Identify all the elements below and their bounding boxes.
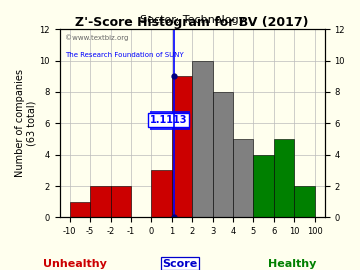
Bar bbox=[233, 139, 253, 217]
Text: The Research Foundation of SUNY: The Research Foundation of SUNY bbox=[65, 52, 184, 58]
Bar bbox=[294, 186, 315, 217]
Bar bbox=[152, 170, 172, 217]
Bar bbox=[213, 92, 233, 217]
Y-axis label: Number of companies
(63 total): Number of companies (63 total) bbox=[15, 69, 37, 177]
Bar bbox=[192, 60, 213, 217]
Text: ©www.textbiz.org: ©www.textbiz.org bbox=[65, 35, 128, 42]
Bar bbox=[253, 155, 274, 217]
Title: Z'-Score Histogram for BV (2017): Z'-Score Histogram for BV (2017) bbox=[76, 16, 309, 29]
Bar bbox=[70, 202, 90, 217]
Bar bbox=[172, 76, 192, 217]
Text: Healthy: Healthy bbox=[269, 259, 317, 269]
Text: Score: Score bbox=[162, 259, 198, 269]
Bar bbox=[111, 186, 131, 217]
Bar bbox=[90, 186, 111, 217]
Text: Unhealthy: Unhealthy bbox=[43, 259, 107, 269]
Bar bbox=[274, 139, 294, 217]
Text: Sector: Technology: Sector: Technology bbox=[140, 15, 245, 25]
Text: 1.1113: 1.1113 bbox=[150, 115, 187, 125]
